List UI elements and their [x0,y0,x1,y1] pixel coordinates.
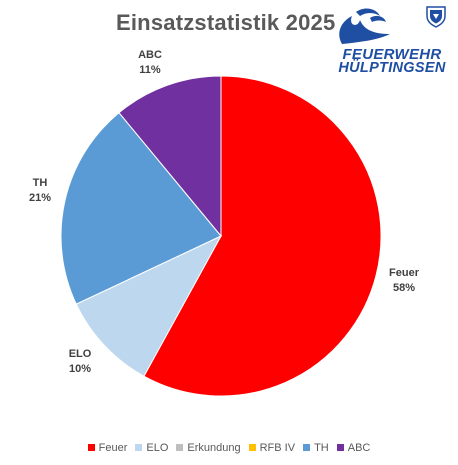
legend-label: RFB IV [259,442,296,454]
fire-brigade-logo: FEUERWEHR HÜLPTINGSEN [330,4,454,80]
slice-label-value: 10% [69,363,91,375]
legend-label: TH [314,442,329,454]
legend-item: TH [303,442,329,454]
legend-label: Feuer [98,442,128,454]
logo-text-line1: FEUERWEHR [342,46,442,63]
pie-slice-feuer [143,75,382,397]
slice-label-value: 21% [29,192,51,204]
pie-slice-elo [75,234,223,377]
slice-label-name: ABC [138,49,162,61]
legend-label: ABC [347,442,371,454]
legend-swatch [87,444,95,451]
legend-swatch [176,444,184,451]
legend-swatch [135,444,143,451]
legend-item: RFB IV [248,442,296,454]
pie-slice-abc [118,75,222,238]
legend-item: ABC [336,442,371,454]
chart-title: Einsatzstatistik 2025 [116,10,336,35]
legend-label: ELO [146,442,169,454]
slice-label-name: TH [33,177,48,189]
chart-legend: Feuer ELO Erkundung RFB IV TH ABC [0,442,458,454]
legend-item: Feuer [87,442,128,454]
legend-swatch [303,444,311,451]
legend-swatch [248,444,256,451]
pie-slice-th [60,112,222,305]
slice-label-name: ELO [69,348,92,360]
flame-icon [339,8,390,44]
crest-icon [426,6,446,28]
pie-chart: Feuer 58% ELO 10% TH 21% ABC 11% [29,49,420,397]
slice-label-value: 58% [393,282,415,294]
legend-item: ELO [135,442,168,454]
logo-text-line2: HÜLPTINGSEN [338,60,446,76]
legend-item: Erkundung [176,442,241,454]
slice-label-value: 11% [139,64,161,76]
legend-swatch [336,444,344,451]
slice-label-name: Feuer [389,267,420,279]
legend-label: Erkundung [187,442,241,454]
